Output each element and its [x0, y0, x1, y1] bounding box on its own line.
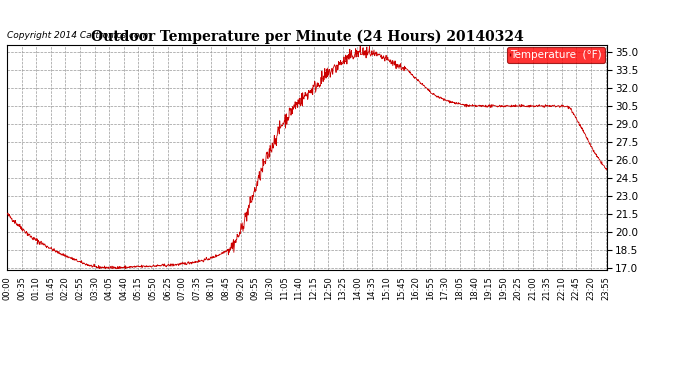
Title: Outdoor Temperature per Minute (24 Hours) 20140324: Outdoor Temperature per Minute (24 Hours…	[90, 30, 524, 44]
Text: Copyright 2014 Cartronics.com: Copyright 2014 Cartronics.com	[7, 32, 148, 40]
Legend: Temperature  (°F): Temperature (°F)	[507, 47, 605, 63]
